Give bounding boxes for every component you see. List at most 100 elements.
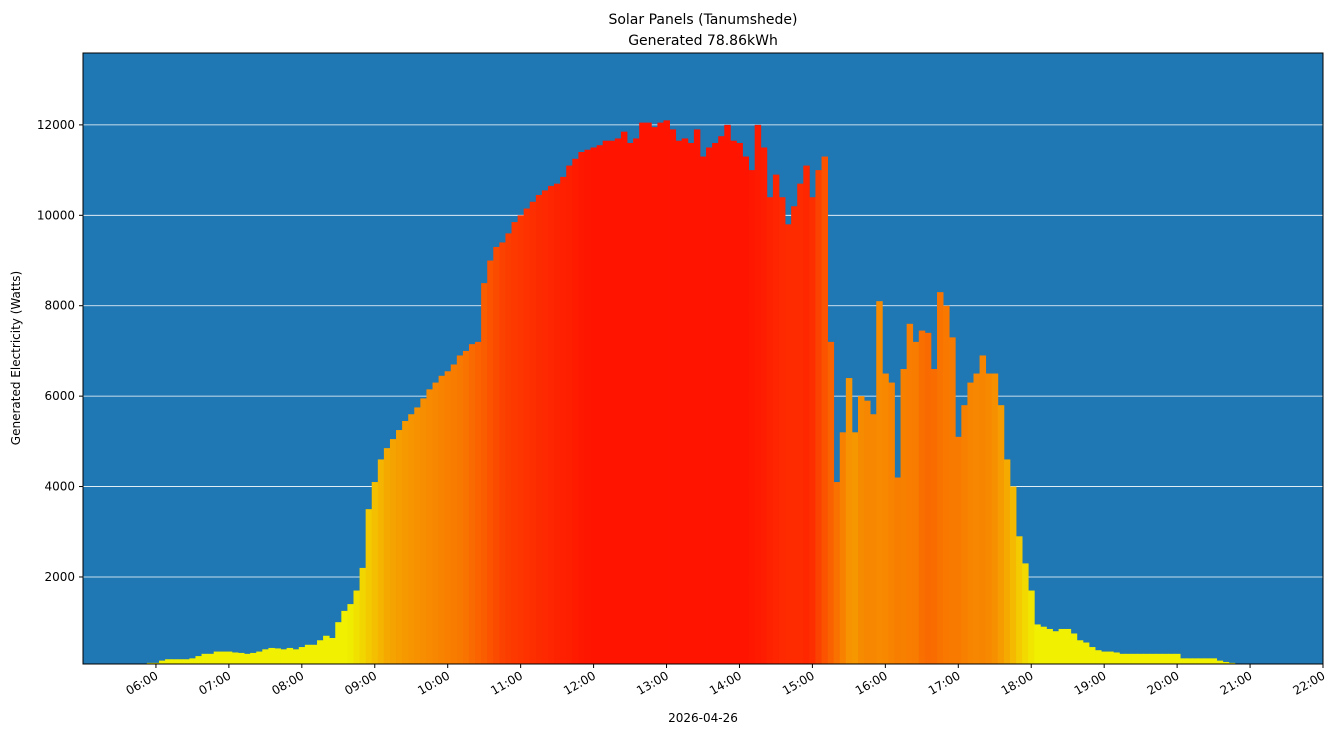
bar: [730, 140, 737, 664]
x-tick-label: 21:00: [1218, 668, 1255, 697]
bar: [438, 375, 446, 664]
bar: [870, 414, 877, 664]
y-axis-label: Generated Electricity (Watts): [9, 271, 23, 445]
bar: [377, 459, 385, 664]
bar: [201, 653, 209, 664]
bar: [639, 122, 646, 665]
bar: [1131, 653, 1139, 664]
bar: [864, 400, 871, 664]
bar: [882, 373, 889, 664]
bar: [681, 138, 689, 664]
bar: [1137, 653, 1145, 664]
bar: [152, 662, 160, 664]
x-axis-label: 2026-04-26: [668, 711, 738, 725]
x-tick-label: 08:00: [269, 668, 306, 697]
y-tick-label: 10000: [37, 208, 75, 222]
bar: [651, 127, 658, 664]
bar: [590, 147, 598, 664]
bar: [584, 149, 591, 664]
bar: [1070, 633, 1078, 664]
chart-subtitle: Generated 78.86kWh: [628, 33, 778, 49]
bar: [627, 142, 634, 665]
x-tick-label: 20:00: [1145, 668, 1182, 697]
bar: [614, 138, 622, 664]
bar: [937, 292, 944, 664]
bar: [943, 305, 950, 664]
bar: [195, 656, 202, 664]
x-tick-label: 09:00: [342, 668, 379, 697]
bar: [383, 448, 391, 664]
bar: [687, 142, 695, 665]
bar: [456, 355, 464, 664]
bar: [541, 190, 549, 665]
bar: [468, 344, 476, 664]
bar: [347, 604, 354, 664]
bar: [803, 165, 810, 664]
bar: [833, 482, 841, 664]
bar: [912, 341, 920, 664]
x-axis: 06:00 07:00 08:00 09:00 10:00 11:00 12:00 13:00…: [123, 664, 1328, 698]
bar: [821, 156, 829, 664]
x-tick-label: 22:00: [1291, 668, 1328, 697]
bar: [1034, 624, 1041, 664]
chart-title: Solar Panels (Tanumshede): [608, 12, 797, 28]
bar: [207, 653, 215, 664]
bar: [225, 651, 233, 664]
bar: [1149, 653, 1157, 664]
y-tick-label: 6000: [44, 389, 75, 403]
bar: [675, 140, 683, 664]
bar: [450, 364, 458, 664]
bar: [341, 610, 348, 664]
bar: [566, 165, 573, 664]
bar: [274, 648, 281, 664]
bar: [1119, 653, 1126, 664]
bar: [973, 373, 980, 664]
bar: [894, 477, 901, 664]
bar: [560, 176, 567, 664]
bar: [669, 129, 677, 664]
bar: [985, 373, 993, 664]
x-tick-label: 15:00: [780, 668, 817, 697]
bar: [219, 651, 227, 664]
bar: [146, 662, 154, 664]
bar: [189, 658, 196, 664]
bar: [924, 332, 932, 664]
bar: [1168, 653, 1175, 664]
bar: [1088, 647, 1096, 664]
bar: [1040, 626, 1047, 664]
bar: [1180, 658, 1187, 664]
bar: [250, 652, 257, 664]
bar: [845, 378, 853, 664]
bar: [481, 283, 488, 664]
bar: [396, 430, 403, 664]
bar: [906, 323, 914, 664]
bar: [1210, 658, 1218, 664]
bar: [1064, 628, 1072, 664]
bars: [146, 120, 1236, 665]
bar: [426, 389, 433, 664]
bar: [961, 405, 968, 664]
bar: [286, 647, 294, 664]
bar: [1028, 590, 1035, 664]
bar: [1125, 653, 1132, 664]
bar: [839, 432, 847, 664]
plot-frame: [82, 52, 1324, 665]
x-tick-label: 17:00: [926, 668, 963, 697]
bar: [523, 208, 531, 665]
bar: [1143, 653, 1151, 664]
bar: [827, 341, 835, 664]
bar: [766, 197, 774, 664]
bar: [493, 246, 500, 665]
bar: [183, 659, 190, 664]
bar: [420, 398, 427, 664]
bar: [900, 369, 908, 664]
bar: [1155, 653, 1163, 664]
bar: [1009, 486, 1017, 664]
x-tick-label: 06:00: [123, 668, 160, 697]
bar: [165, 659, 172, 664]
bar: [1095, 650, 1102, 664]
bar: [602, 140, 610, 664]
bar: [365, 509, 373, 664]
bar: [487, 260, 494, 664]
bar: [1022, 563, 1029, 664]
